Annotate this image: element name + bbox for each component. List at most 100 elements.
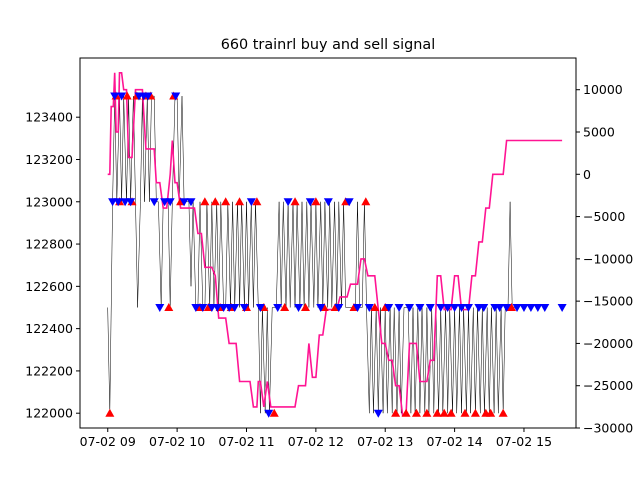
buy-marker — [486, 408, 496, 417]
sell-marker — [246, 198, 256, 207]
chart-title: 660 trainrl buy and sell signal — [221, 37, 436, 53]
sell-marker — [436, 303, 446, 312]
buy-marker — [361, 197, 371, 206]
sell-marker — [394, 303, 404, 312]
left-y-tick-label: 123200 — [25, 152, 73, 167]
sell-marker — [384, 303, 394, 312]
buy-marker — [506, 302, 516, 311]
sell-marker — [479, 303, 489, 312]
buy-marker — [235, 197, 245, 206]
sell-marker — [519, 303, 529, 312]
sell-marker — [191, 303, 201, 312]
sell-marker — [373, 409, 383, 418]
buy-marker — [269, 408, 279, 417]
buy-marker — [300, 302, 310, 311]
sell-marker — [255, 303, 265, 312]
sell-marker — [149, 198, 159, 207]
sell-marker — [126, 198, 136, 207]
right-y-tick-label: 0 — [583, 167, 591, 182]
x-tick-label: 07-02 13 — [357, 434, 413, 449]
buy-marker — [210, 197, 220, 206]
sell-marker — [463, 303, 473, 312]
right-y-tick-label: 10000 — [583, 82, 623, 97]
sell-marker — [283, 198, 293, 207]
x-tick-label: 07-02 14 — [426, 434, 482, 449]
sell-marker — [316, 303, 326, 312]
left-y-tick-label: 122600 — [25, 279, 73, 294]
sell-marker — [117, 92, 127, 101]
right-y-tick-label: −30000 — [583, 421, 633, 436]
sell-marker — [143, 92, 153, 101]
sell-marker — [179, 198, 189, 207]
buy-marker — [411, 408, 421, 417]
sell-marker — [502, 303, 512, 312]
left-y-tick-label: 123000 — [25, 194, 73, 209]
sell-marker — [415, 303, 425, 312]
sell-marker — [557, 303, 567, 312]
sell-marker — [344, 198, 354, 207]
right-y-tick-label: −15000 — [583, 294, 633, 309]
buy-marker — [370, 302, 380, 311]
left-y-tick-label: 122000 — [25, 406, 73, 421]
sell-marker — [533, 303, 543, 312]
x-tick-label: 07-02 11 — [218, 434, 274, 449]
sell-marker — [230, 303, 240, 312]
sell-marker — [186, 198, 196, 207]
buy-marker — [252, 197, 262, 206]
buy-marker — [221, 197, 231, 206]
buy-marker — [401, 408, 411, 417]
sell-marker — [198, 303, 208, 312]
sell-marker — [405, 303, 415, 312]
x-tick-label: 07-02 12 — [288, 434, 344, 449]
buy-marker — [470, 408, 480, 417]
buy-marker — [446, 408, 456, 417]
buy-marker — [122, 91, 132, 100]
sell-marker — [113, 198, 123, 207]
buy-marker — [290, 197, 300, 206]
sell-marker — [495, 303, 505, 312]
left-y-tick-label: 122400 — [25, 321, 73, 336]
x-tick-label: 07-02 10 — [149, 434, 205, 449]
buy-marker — [498, 408, 508, 417]
x-tick-label: 07-02 15 — [496, 434, 552, 449]
profit-line — [107, 72, 563, 417]
right-y-tick-label: −10000 — [583, 251, 633, 266]
buy-marker — [422, 408, 432, 417]
x-tick-label: 07-02 09 — [80, 434, 136, 449]
buy-marker — [460, 408, 470, 417]
left-y-tick-label: 123400 — [25, 110, 73, 125]
buy-marker — [280, 302, 290, 311]
sell-marker — [110, 92, 120, 101]
sell-marker — [334, 303, 344, 312]
axes: 122000 122200 122400 122600 122800 123000 1232… — [25, 82, 633, 449]
sell-marker — [212, 303, 222, 312]
buy-marker — [200, 197, 210, 206]
buy-marker — [164, 302, 174, 311]
sell-marker — [450, 303, 460, 312]
sell-marker — [273, 303, 283, 312]
sell-marker — [457, 303, 467, 312]
right-y-tick-label: −20000 — [583, 336, 633, 351]
buy-marker — [391, 408, 401, 417]
buy-marker — [432, 408, 442, 417]
sell-marker — [294, 303, 304, 312]
plot-area — [105, 72, 567, 418]
right-y-tick-label: 5000 — [583, 125, 615, 140]
left-y-tick-label: 122800 — [25, 237, 73, 252]
sell-marker — [305, 198, 315, 207]
sell-marker — [165, 198, 175, 207]
sell-marker — [323, 198, 333, 207]
buy-marker — [105, 408, 115, 417]
sell-marker — [443, 303, 453, 312]
sell-marker — [264, 409, 274, 418]
sell-marker — [364, 303, 374, 312]
sell-marker — [425, 303, 435, 312]
buy-marker — [439, 408, 449, 417]
sell-marker — [171, 92, 181, 101]
right-y-tick-label: −25000 — [583, 378, 633, 393]
left-y-tick-label: 122200 — [25, 363, 73, 378]
right-y-tick-label: −5000 — [583, 209, 625, 224]
sell-marker — [239, 303, 249, 312]
sell-marker — [352, 303, 362, 312]
